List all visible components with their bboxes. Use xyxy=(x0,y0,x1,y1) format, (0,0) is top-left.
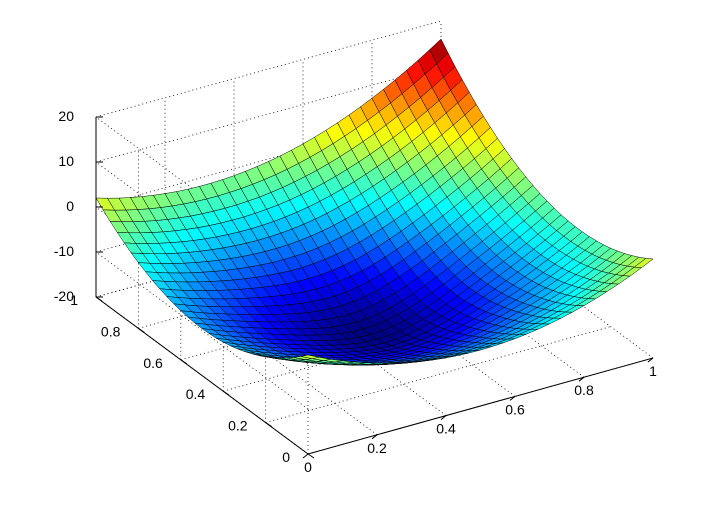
y-tick-label: 0.6 xyxy=(143,355,163,371)
axis-layer xyxy=(95,116,654,459)
x-tick-mark xyxy=(578,376,585,382)
x-tick-mark xyxy=(371,434,378,440)
x-tick-label: 1 xyxy=(649,363,657,379)
surface-layer xyxy=(95,38,654,366)
z-tick-label: 0 xyxy=(66,198,74,214)
y-tick-mark xyxy=(180,359,188,365)
y-axis-line xyxy=(95,296,309,455)
y-tick-label: 0.2 xyxy=(228,418,248,434)
x-tick-mark xyxy=(509,396,516,401)
y-tick-label: 0 xyxy=(282,449,290,465)
z-tick-label: 10 xyxy=(58,153,74,169)
y-tick-label: 1 xyxy=(70,292,78,308)
surface-patch xyxy=(633,258,654,268)
y-tick-mark xyxy=(95,296,103,302)
x-tick-label: 0.8 xyxy=(574,382,594,398)
x-tick-label: 0 xyxy=(304,459,312,475)
y-tick-label: 0.4 xyxy=(186,386,206,402)
x-tick-mark xyxy=(302,453,309,459)
x-tick-mark xyxy=(647,357,654,363)
y-tick-label: 0.8 xyxy=(101,323,121,339)
z-tick-label: 20 xyxy=(58,108,74,124)
x-tick-label: 0.2 xyxy=(367,440,387,456)
z-tick-label: -10 xyxy=(54,243,74,259)
y-tick-mark xyxy=(265,422,272,428)
y-tick-mark xyxy=(222,390,230,396)
y-tick-mark xyxy=(138,327,145,333)
x-tick-label: 0.6 xyxy=(505,401,525,417)
y-tick-mark xyxy=(307,453,315,459)
z-tick-label: -20 xyxy=(54,288,74,304)
x-tick-label: 0.4 xyxy=(436,421,456,437)
x-tick-mark xyxy=(440,415,447,420)
x-axis-line xyxy=(307,357,654,455)
